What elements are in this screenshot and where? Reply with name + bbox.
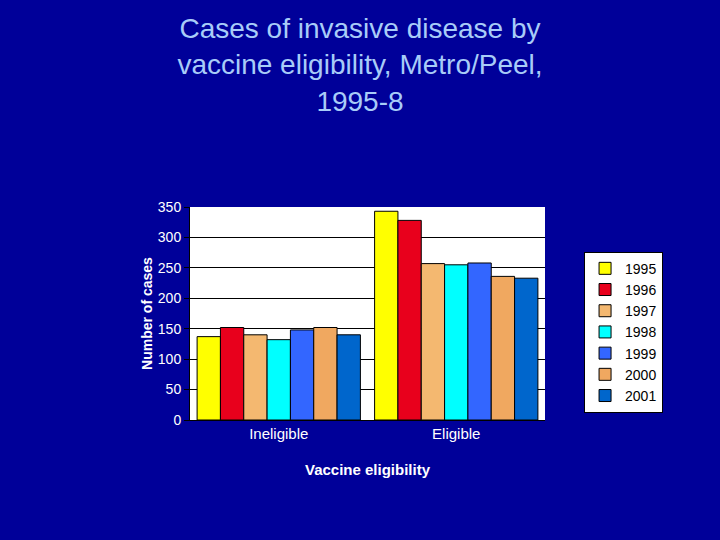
svg-text:1997: 1997 [625,303,656,319]
svg-text:0: 0 [173,412,181,428]
svg-text:Cases of invasive disease byva: Cases of invasive disease byvaccine elig… [177,13,542,117]
svg-text:2000: 2000 [625,367,656,383]
svg-text:200: 200 [158,290,182,306]
svg-text:Ineligible: Ineligible [249,425,308,442]
svg-text:1995: 1995 [625,261,656,277]
svg-text:300: 300 [158,229,182,245]
svg-text:Number of cases: Number of cases [139,257,155,370]
svg-text:1999: 1999 [625,346,656,362]
svg-text:Eligible: Eligible [432,425,480,442]
svg-text:350: 350 [158,199,182,215]
svg-text:50: 50 [166,381,182,397]
svg-text:150: 150 [158,321,182,337]
svg-text:2001: 2001 [625,388,656,404]
svg-text:Vaccine eligibility: Vaccine eligibility [305,461,431,478]
svg-text:100: 100 [158,351,182,367]
svg-text:1998: 1998 [625,324,656,340]
svg-text:1996: 1996 [625,282,656,298]
svg-text:250: 250 [158,260,182,276]
